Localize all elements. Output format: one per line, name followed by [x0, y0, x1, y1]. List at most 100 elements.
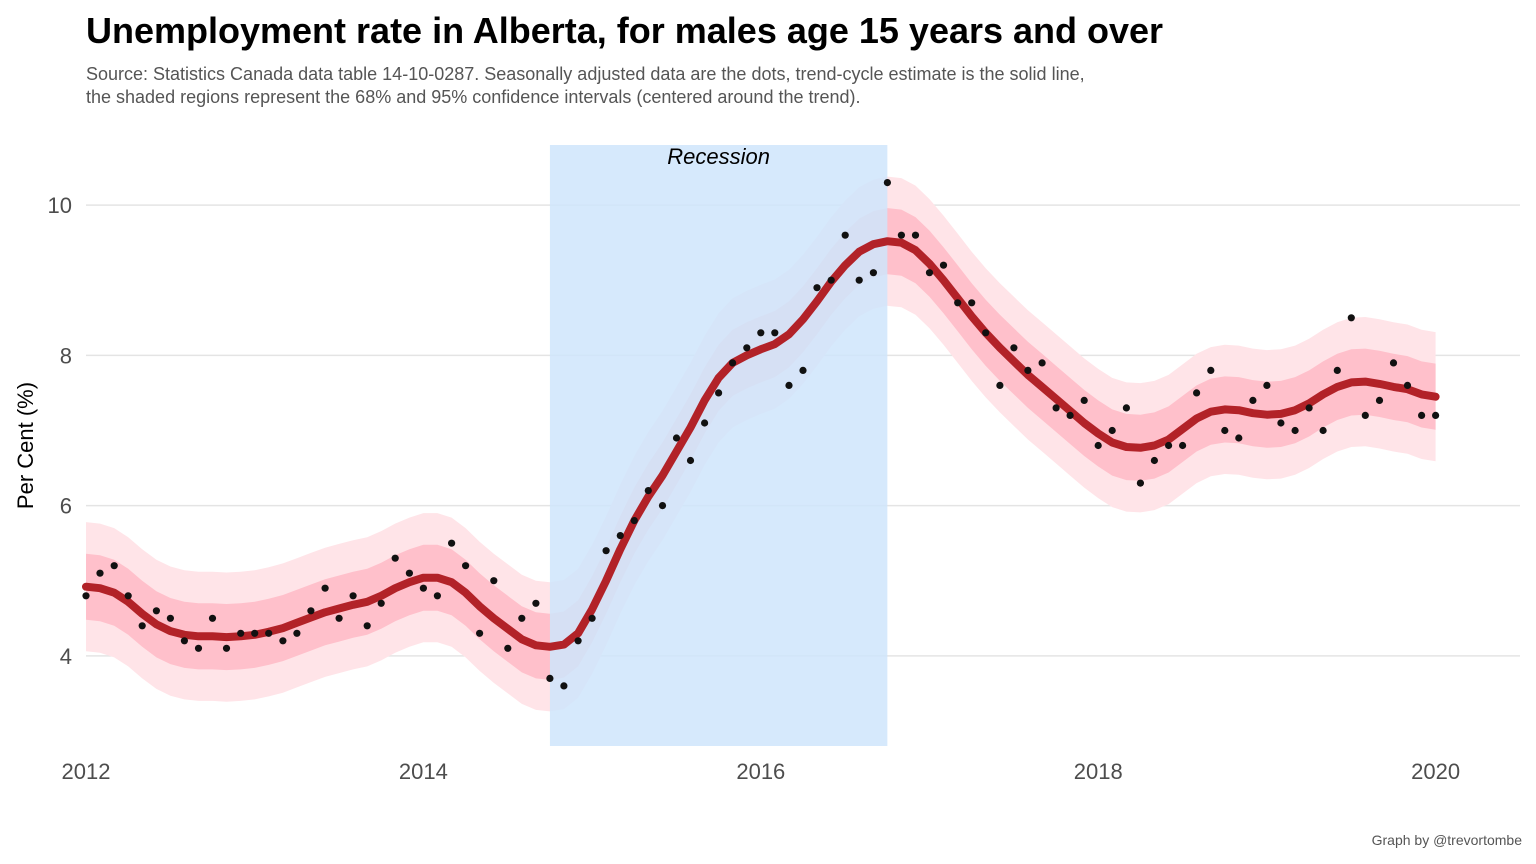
- data-point: [504, 644, 512, 652]
- data-point: [490, 577, 498, 585]
- data-point: [96, 569, 104, 577]
- data-point: [1094, 441, 1102, 450]
- chart-caption: Graph by @trevortombe: [1371, 832, 1522, 848]
- y-axis-title: Per Cent (%): [13, 382, 38, 509]
- data-point: [518, 614, 526, 622]
- data-point: [672, 434, 681, 442]
- data-point: [1066, 411, 1074, 419]
- data-point: [644, 487, 652, 495]
- data-point: [1432, 411, 1440, 419]
- data-point: [166, 614, 174, 622]
- data-point: [1207, 366, 1215, 374]
- data-point: [1361, 411, 1369, 419]
- data-point: [1080, 396, 1088, 404]
- data-point: [841, 231, 849, 239]
- data-point: [1193, 389, 1201, 397]
- x-tick-label: 2016: [736, 759, 785, 784]
- data-point: [1333, 366, 1341, 374]
- data-point: [658, 502, 667, 510]
- data-point: [1052, 404, 1060, 412]
- data-point: [968, 299, 976, 307]
- data-point: [180, 637, 188, 645]
- data-point: [1010, 344, 1018, 352]
- data-point: [560, 682, 568, 690]
- data-point: [377, 599, 385, 607]
- data-point: [307, 607, 315, 615]
- data-point: [237, 629, 245, 637]
- data-point: [715, 389, 723, 397]
- data-point: [363, 622, 371, 630]
- data-point: [827, 276, 835, 284]
- data-point: [1249, 396, 1257, 404]
- data-point: [574, 637, 582, 645]
- data-point: [82, 592, 90, 600]
- trend-line: [82, 237, 1440, 651]
- data-point: [251, 629, 259, 637]
- data-point: [1347, 314, 1355, 322]
- data-point: [1375, 396, 1384, 404]
- data-point: [883, 179, 892, 187]
- data-point: [729, 359, 737, 367]
- y-tick-label: 10: [48, 193, 72, 218]
- data-point: [869, 269, 878, 277]
- data-point: [1403, 381, 1412, 389]
- subtitle-line-1: Source: Statistics Canada data table 14-…: [86, 64, 1085, 84]
- data-point: [448, 539, 456, 547]
- data-point: [419, 584, 427, 592]
- data-point: [911, 231, 920, 239]
- data-point: [799, 366, 807, 374]
- data-point: [1263, 381, 1271, 389]
- data-point: [1038, 359, 1046, 367]
- data-point: [335, 614, 343, 622]
- data-point: [222, 644, 231, 652]
- data-point: [686, 456, 695, 465]
- data-point: [939, 261, 948, 269]
- data-point: [110, 562, 118, 570]
- data-point: [321, 584, 329, 592]
- data-point: [743, 344, 751, 352]
- data-point: [1122, 404, 1130, 412]
- data-point: [701, 419, 709, 427]
- data-point: [1165, 441, 1173, 450]
- data-point: [476, 629, 484, 637]
- y-tick-label: 8: [60, 343, 72, 368]
- data-point: [405, 569, 413, 577]
- data-point: [462, 562, 470, 570]
- x-tick-label: 2012: [62, 759, 111, 784]
- data-point: [897, 231, 906, 239]
- data-point: [996, 381, 1004, 389]
- data-point: [588, 614, 596, 622]
- data-point: [925, 269, 934, 277]
- data-point: [433, 592, 441, 600]
- recession-label: Recession: [667, 144, 770, 169]
- data-point: [532, 599, 540, 607]
- data-point: [124, 592, 132, 600]
- x-tick-label: 2020: [1411, 759, 1460, 784]
- data-point: [1305, 404, 1313, 412]
- data-point: [546, 674, 554, 683]
- data-point: [1024, 366, 1032, 374]
- data-point: [1277, 419, 1285, 427]
- y-tick-label: 4: [60, 644, 72, 669]
- y-tick-label: 6: [60, 494, 72, 519]
- data-point: [391, 554, 399, 562]
- data-point: [602, 547, 610, 555]
- data-point: [954, 299, 962, 307]
- x-tick-label: 2014: [399, 759, 448, 784]
- chart-title: Unemployment rate in Alberta, for males …: [86, 10, 1164, 51]
- data-point: [1179, 441, 1187, 450]
- x-tick-label: 2018: [1074, 759, 1123, 784]
- data-point: [1136, 479, 1144, 487]
- data-point: [1150, 456, 1158, 465]
- subtitle-line-2: the shaded regions represent the 68% and…: [86, 87, 861, 107]
- data-point: [757, 329, 765, 337]
- data-point: [1418, 411, 1426, 419]
- ci68-band: [86, 208, 1436, 680]
- data-point: [1235, 434, 1243, 442]
- data-point: [813, 284, 821, 292]
- recession-shading: [549, 145, 888, 746]
- data-point: [1291, 426, 1299, 435]
- data-point: [785, 381, 793, 389]
- data-point: [1319, 426, 1327, 435]
